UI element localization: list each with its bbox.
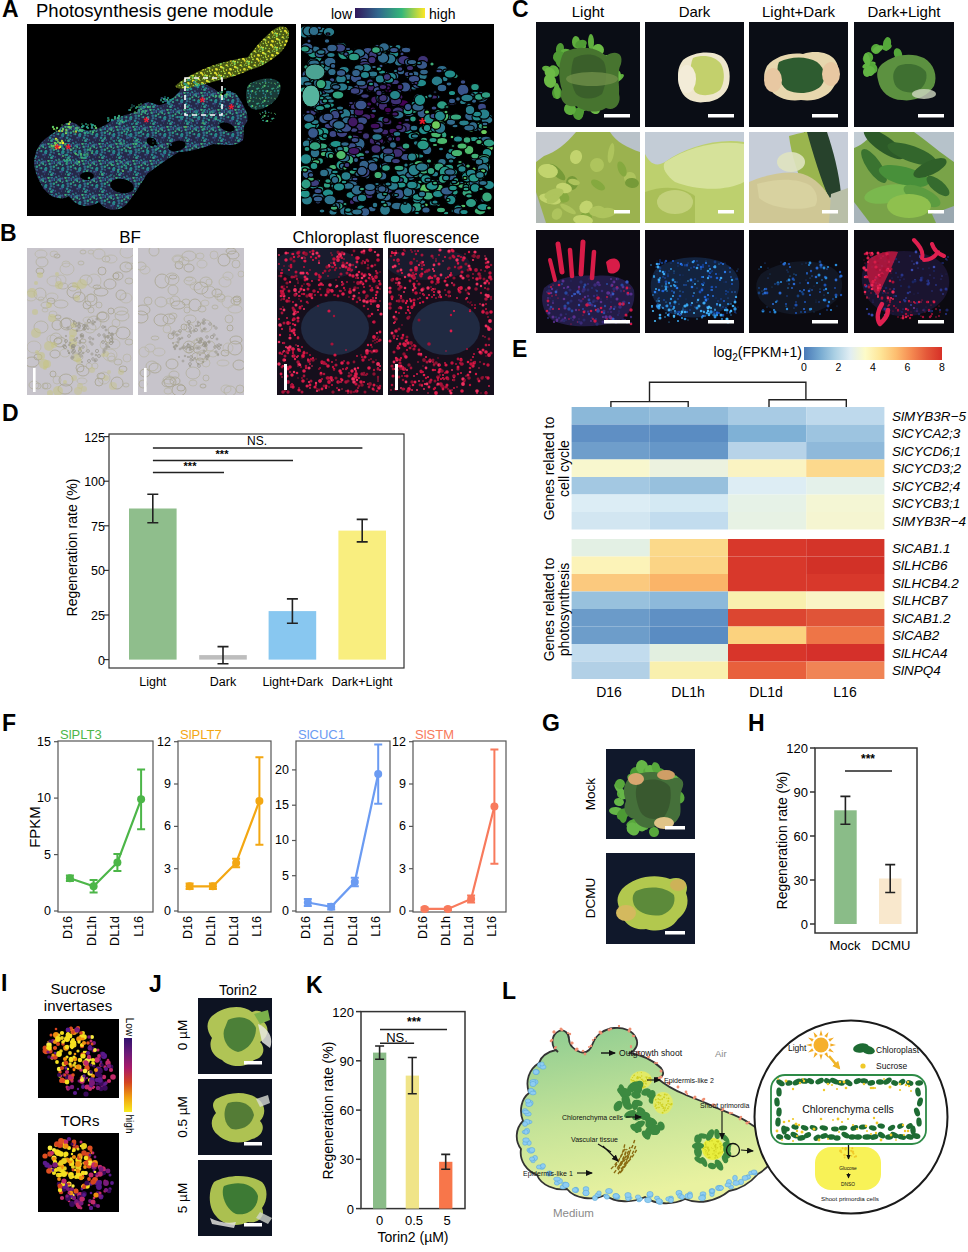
svg-text:Epidermis-like 2: Epidermis-like 2 [664,1077,714,1085]
svg-text:DNSO: DNSO [841,1182,855,1187]
svg-text:Vascular tissue: Vascular tissue [571,1136,618,1143]
svg-text:Air: Air [715,1048,727,1059]
svg-text:Chloroplast: Chloroplast [876,1045,920,1055]
svg-text:Outgrowth shoot: Outgrowth shoot [619,1048,683,1058]
svg-text:Sucrose: Sucrose [876,1061,907,1071]
svg-text:Shoot primordia: Shoot primordia [700,1102,750,1110]
svg-text:Chlorenchyma cells: Chlorenchyma cells [802,1103,894,1115]
svg-text:Chlorenchyma cells: Chlorenchyma cells [562,1114,624,1122]
svg-text:Glucose: Glucose [839,1166,857,1171]
svg-text:Light: Light [788,1043,807,1053]
svg-text:Medium: Medium [553,1207,594,1219]
svg-text:Epidermis-like 1: Epidermis-like 1 [523,1170,573,1178]
svg-text:Shoot primordia cells: Shoot primordia cells [821,1195,879,1202]
